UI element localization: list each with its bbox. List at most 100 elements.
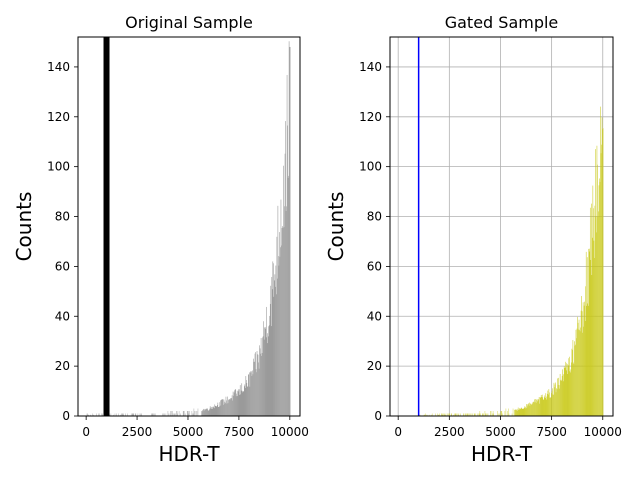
y-tick-label: 20 xyxy=(367,359,382,373)
histogram-bar xyxy=(485,413,487,416)
histogram-bar xyxy=(162,413,163,416)
histogram-bar xyxy=(207,409,208,416)
histogram-bar xyxy=(542,399,544,416)
histogram-bar xyxy=(526,404,527,416)
histogram-bar xyxy=(164,413,165,416)
histogram-bar xyxy=(475,413,477,416)
histogram-bar xyxy=(573,364,575,416)
histogram-bar xyxy=(110,413,112,416)
histogram-bar xyxy=(276,294,277,416)
y-tick-label: 20 xyxy=(55,359,70,373)
histogram-bar xyxy=(250,372,252,416)
histogram-bar xyxy=(101,413,103,416)
histogram-bar xyxy=(544,395,546,416)
histogram-bar xyxy=(578,319,580,416)
histogram-bar xyxy=(553,394,554,416)
histogram-bar xyxy=(186,411,188,416)
histogram-bar xyxy=(591,203,592,416)
histogram-bar xyxy=(226,403,228,416)
histogram-bar xyxy=(543,399,545,416)
histogram-bar xyxy=(450,413,452,416)
histogram-bar xyxy=(208,410,210,416)
histogram-bar xyxy=(215,406,217,416)
histogram-bar xyxy=(256,351,258,416)
histogram-bar xyxy=(187,411,189,416)
histogram-bar xyxy=(558,377,559,416)
histogram-bar xyxy=(536,399,538,416)
bars-layer xyxy=(419,106,604,417)
histogram-bar xyxy=(151,413,152,416)
histogram-bar xyxy=(286,74,288,416)
histogram-bar xyxy=(442,413,444,416)
histogram-bar xyxy=(584,320,586,416)
histogram-bar xyxy=(582,302,584,416)
histogram-bar xyxy=(141,413,142,416)
histogram-bar xyxy=(221,399,223,416)
histogram-bar xyxy=(215,406,217,416)
histogram-bar xyxy=(213,406,215,416)
histogram-bar xyxy=(194,411,195,416)
histogram-bar xyxy=(273,296,275,416)
histogram-bar xyxy=(550,397,551,416)
histogram-bar xyxy=(474,413,475,416)
histogram-bar xyxy=(234,389,236,416)
histogram-bar xyxy=(238,389,240,416)
histogram-bar xyxy=(458,413,460,416)
histogram-bar xyxy=(448,413,450,416)
histogram-bar xyxy=(246,380,247,416)
histogram-bar xyxy=(541,396,542,416)
histogram-bar xyxy=(99,413,100,416)
histogram-bar xyxy=(460,413,461,416)
histogram-bar xyxy=(248,374,250,416)
histogram-bar xyxy=(574,345,576,416)
histogram-bar xyxy=(276,236,278,416)
histogram-bar xyxy=(123,413,124,416)
histogram-bar xyxy=(535,399,536,416)
histogram-bar xyxy=(289,46,291,416)
histogram-bar xyxy=(526,408,528,416)
histogram-bar xyxy=(583,305,585,416)
histogram-bar xyxy=(511,413,513,416)
histogram-bar xyxy=(596,145,598,416)
histogram-bar xyxy=(425,413,426,416)
axes-frame xyxy=(77,36,301,417)
histogram-bar xyxy=(493,413,494,416)
histogram-bar xyxy=(538,397,540,416)
histogram-bar xyxy=(260,338,262,416)
histogram-bar xyxy=(497,411,499,416)
histogram-bar xyxy=(539,403,540,416)
histogram-bar xyxy=(530,403,532,416)
histogram-bar xyxy=(597,216,599,416)
x-tick-label: 2500 xyxy=(434,425,465,439)
histogram-bar xyxy=(205,409,206,416)
histogram-bar xyxy=(560,379,562,416)
histogram-bar xyxy=(256,372,257,416)
histogram-bar xyxy=(230,398,232,416)
x-ticks: 0 2500 5000 7500 10000 xyxy=(394,416,622,439)
histogram-bar xyxy=(243,386,245,416)
histogram-bar xyxy=(508,408,509,416)
histogram-bar xyxy=(547,390,549,416)
histogram-bar xyxy=(578,329,579,416)
histogram-bar xyxy=(188,413,190,416)
histogram-bar xyxy=(152,413,153,416)
histogram-bar xyxy=(263,339,265,416)
histogram-bar xyxy=(250,371,251,416)
histogram-bar xyxy=(267,336,269,416)
histogram-bar xyxy=(135,413,137,416)
histogram-bar xyxy=(592,185,594,416)
histogram-bar xyxy=(225,396,227,416)
y-tick-label: 140 xyxy=(47,60,70,74)
histogram-bar xyxy=(195,411,197,416)
histogram-bar xyxy=(204,408,206,416)
histogram-bar xyxy=(547,393,548,416)
histogram-bar xyxy=(219,406,220,416)
histogram-bar xyxy=(214,405,216,416)
histogram-bar xyxy=(217,405,218,416)
histogram-bar xyxy=(591,275,593,416)
histogram-bar xyxy=(560,380,561,416)
histogram-bar xyxy=(229,399,230,416)
x-tick-label: 5000 xyxy=(485,425,516,439)
histogram-bar xyxy=(538,398,539,416)
histogram-bar xyxy=(203,410,205,416)
